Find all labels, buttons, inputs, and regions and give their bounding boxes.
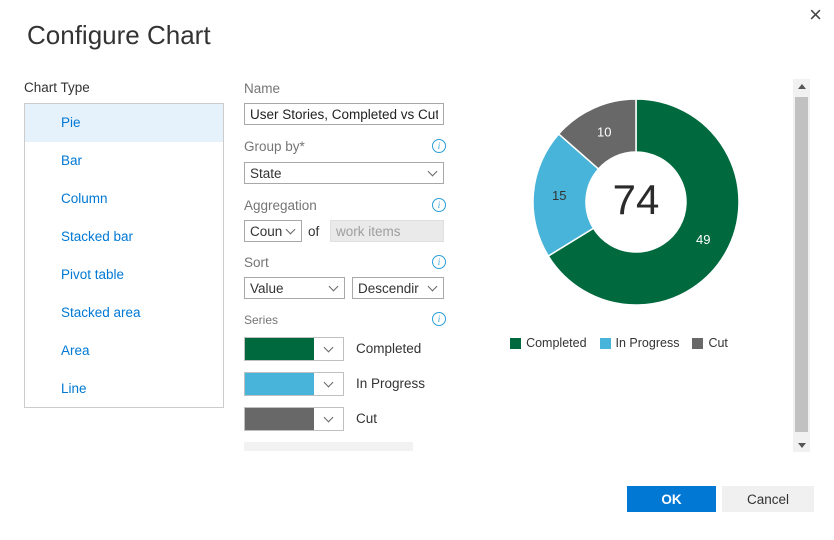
- chart-type-option-area[interactable]: Area: [61, 343, 90, 358]
- legend-item-in-progress: In Progress: [599, 336, 680, 350]
- chart-type-option-bar[interactable]: Bar: [61, 153, 83, 168]
- donut-slice-completed: [547, 98, 740, 306]
- chart-legend: Completed In Progress Cut: [494, 336, 744, 350]
- legend-label: Completed: [526, 336, 587, 350]
- dialog-title: Configure Chart: [27, 20, 211, 50]
- donut-center-total: 74: [612, 176, 660, 224]
- sort-by-value: Value: [250, 280, 284, 296]
- donut-slice-in-progress: [532, 132, 600, 258]
- chart-type-option-stacked-area[interactable]: Stacked area: [61, 305, 141, 320]
- chart-type-option-stacked-bar[interactable]: Stacked bar: [61, 229, 134, 244]
- group-by-info-icon[interactable]: i: [432, 139, 446, 153]
- chart-type-label: Chart Type: [24, 80, 90, 95]
- close-icon[interactable]: ×: [809, 2, 822, 27]
- aggregation-of-label: of: [308, 224, 320, 239]
- group-by-value: State: [250, 165, 282, 181]
- slice-value-label: 15: [552, 188, 566, 203]
- name-label: Name: [244, 81, 281, 96]
- chart-type-option-column[interactable]: Column: [61, 191, 108, 206]
- aggregation-info-icon[interactable]: i: [432, 198, 446, 212]
- ok-button[interactable]: OK: [627, 486, 716, 512]
- cut-legend-swatch-icon: [692, 337, 704, 349]
- in-progress-legend-swatch-icon: [599, 337, 611, 349]
- series-label: Series: [244, 313, 279, 327]
- chart-type-list: Pie Bar Column Stacked bar Pivot table S…: [24, 103, 224, 408]
- series-name-in-progress: In Progress: [356, 376, 426, 391]
- group-by-select[interactable]: State: [244, 162, 444, 184]
- donut-slice-cut: [557, 98, 637, 171]
- in-progress-color-swatch: [245, 373, 314, 395]
- sort-direction-value: Descendir: [358, 280, 419, 296]
- group-by-label: Group by*: [244, 139, 305, 154]
- series-color-select-cut[interactable]: [244, 407, 344, 431]
- sort-info-icon[interactable]: i: [432, 255, 446, 269]
- partially-scrolled-element: [244, 442, 413, 451]
- slice-value-label: 10: [597, 124, 611, 139]
- sort-label: Sort: [244, 255, 269, 270]
- legend-item-cut: Cut: [692, 336, 728, 350]
- legend-label: Cut: [708, 336, 728, 350]
- series-info-icon[interactable]: i: [432, 312, 446, 326]
- aggregation-value: Coun: [250, 223, 283, 239]
- donut-chart: 49 15 10: [532, 98, 740, 306]
- series-name-cut: Cut: [356, 411, 378, 426]
- scrollbar-up-arrow-icon[interactable]: [793, 79, 810, 93]
- legend-label: In Progress: [615, 336, 680, 350]
- series-name-completed: Completed: [356, 341, 422, 356]
- chevron-down-icon: [427, 166, 438, 177]
- chevron-down-icon: [314, 373, 343, 395]
- chevron-down-icon: [314, 338, 343, 360]
- chevron-down-icon: [314, 408, 343, 430]
- series-color-select-in-progress[interactable]: [244, 372, 344, 396]
- slice-value-label: 49: [696, 232, 710, 247]
- series-color-select-completed[interactable]: [244, 337, 344, 361]
- legend-item-completed: Completed: [510, 336, 587, 350]
- vertical-scrollbar[interactable]: [793, 79, 810, 452]
- aggregation-field-input: [330, 220, 444, 242]
- chart-type-option-line[interactable]: Line: [61, 381, 87, 396]
- chevron-down-icon: [328, 281, 339, 292]
- chart-type-option-pie[interactable]: Pie: [25, 104, 223, 142]
- completed-color-swatch: [245, 338, 314, 360]
- chart-type-option-pivot-table[interactable]: Pivot table: [61, 267, 125, 282]
- scrollbar-down-arrow-icon[interactable]: [793, 438, 810, 452]
- chevron-down-icon: [285, 224, 296, 235]
- completed-legend-swatch-icon: [510, 337, 522, 349]
- chart-name-input[interactable]: [244, 103, 444, 125]
- sort-direction-select[interactable]: Descendir: [352, 277, 444, 299]
- cancel-button[interactable]: Cancel: [722, 486, 814, 512]
- aggregation-select[interactable]: Coun: [244, 220, 302, 242]
- sort-by-select[interactable]: Value: [244, 277, 345, 299]
- cut-color-swatch: [245, 408, 314, 430]
- chevron-down-icon: [427, 281, 438, 292]
- scrollbar-thumb[interactable]: [795, 97, 808, 432]
- aggregation-label: Aggregation: [244, 198, 317, 213]
